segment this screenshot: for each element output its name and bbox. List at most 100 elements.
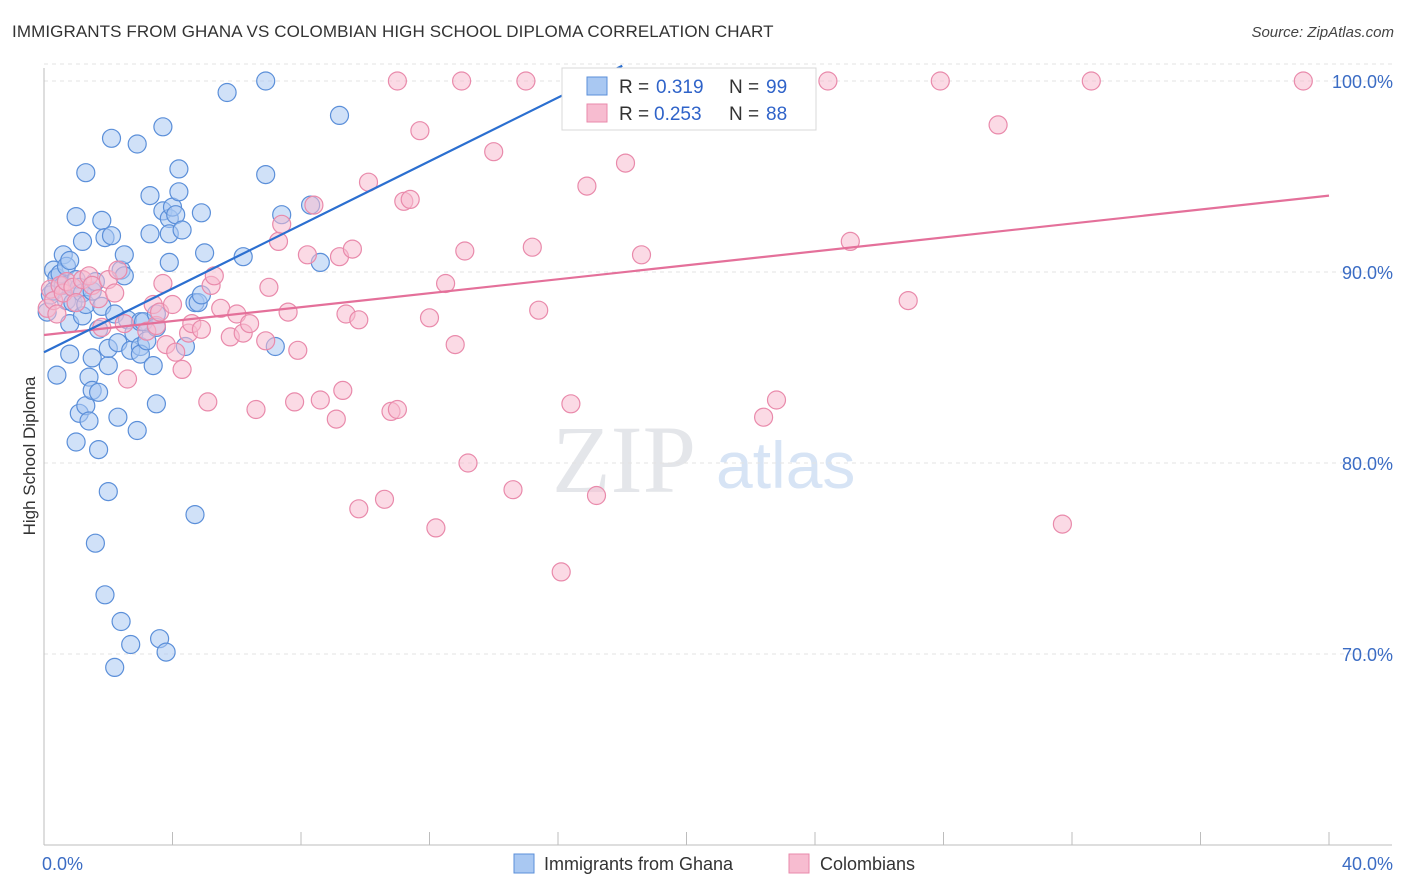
ghana-point <box>60 250 80 271</box>
colombians-point <box>452 71 472 91</box>
watermark-zip: ZIP <box>552 406 696 513</box>
stats-legend: R = 0.319 N = 99 R = 0.253 N = 88 <box>561 67 817 131</box>
chart-source: Source: ZipAtlas.com <box>1251 24 1394 41</box>
stats-legend-r-label-ghana: R = <box>619 77 649 98</box>
ghana-point <box>143 356 163 376</box>
colombians-point <box>631 245 652 265</box>
colombians-point <box>105 283 125 303</box>
colombians-point <box>753 407 774 427</box>
ghana-point <box>127 420 147 441</box>
colombians-point <box>551 562 571 582</box>
ghana-point <box>47 365 67 385</box>
colombians-point <box>108 260 128 280</box>
stats-legend-swatch-ghana <box>586 76 608 96</box>
ghana-point <box>195 243 215 263</box>
colombians-point <box>278 302 298 322</box>
colombians-point <box>204 266 224 286</box>
grid-lines <box>44 63 1392 655</box>
ghana-point <box>108 407 128 427</box>
ghana-point <box>76 163 96 183</box>
ghana-point <box>95 585 115 605</box>
x-tick-label-min: 0.0% <box>42 854 83 874</box>
trend-lines <box>43 64 1330 354</box>
ghana-point <box>121 634 141 655</box>
ghana-point <box>256 165 276 185</box>
colombians-point <box>162 294 183 315</box>
ghana-point <box>217 82 237 103</box>
colombians-point <box>114 314 134 334</box>
colombians-point <box>304 195 324 215</box>
colombians-point <box>529 300 549 320</box>
trend-line-colombians <box>43 194 1330 337</box>
ghana-point <box>169 182 189 202</box>
stats-legend-r-value-colombians: 0.253 <box>654 104 702 125</box>
colombians-point <box>484 142 504 162</box>
x-axis-ticks <box>43 832 1330 845</box>
colombians-point <box>522 237 542 257</box>
stats-legend-n-value-colombians: 88 <box>766 104 787 125</box>
colombians-point <box>349 499 369 519</box>
series-ghana-points <box>37 71 690 678</box>
colombians-point <box>259 277 279 297</box>
colombians-point <box>297 245 317 265</box>
ghana-point <box>92 210 112 230</box>
colombians-point <box>342 239 362 259</box>
ghana-point <box>111 611 131 632</box>
colombians-point <box>930 71 950 91</box>
colombians-point <box>503 480 523 500</box>
ghana-point <box>66 207 86 227</box>
y-tick-label-70: 70.0% <box>1342 645 1393 665</box>
colombians-point <box>561 394 581 414</box>
colombians-point <box>191 319 211 339</box>
ghana-point <box>156 642 176 662</box>
x-tick-label-max: 40.0% <box>1342 854 1393 874</box>
colombians-point <box>310 390 330 410</box>
chart-title: IMMIGRANTS FROM GHANA VS COLOMBIAN HIGH … <box>12 22 774 41</box>
colombians-point <box>117 369 138 389</box>
legend-swatch-ghana <box>513 853 535 874</box>
stats-legend-r-label-colombians: R = <box>619 104 649 125</box>
colombians-point <box>240 314 260 334</box>
y-axis-title: High School Diploma <box>20 376 39 535</box>
colombians-point <box>88 289 109 309</box>
y-tick-label-80: 80.0% <box>1342 454 1393 474</box>
colombians-point <box>387 399 407 420</box>
colombians-point <box>349 310 369 330</box>
ghana-point <box>98 482 118 502</box>
ghana-point <box>88 440 109 460</box>
ghana-point <box>66 432 86 452</box>
colombians-point <box>577 176 597 196</box>
colombians-point <box>285 392 305 412</box>
ghana-point <box>60 344 80 364</box>
ghana-point <box>82 348 102 368</box>
colombians-point <box>615 153 636 173</box>
colombians-point <box>840 231 860 251</box>
ghana-point <box>105 657 125 678</box>
colombians-point <box>288 340 308 360</box>
colombians-point <box>172 359 192 379</box>
bottom-legend: Immigrants from Ghana Colombians <box>513 853 915 874</box>
ghana-point <box>88 382 109 402</box>
colombians-point <box>166 342 186 362</box>
stats-legend-n-label-colombians: N = <box>729 104 759 125</box>
series-colombians-points <box>37 71 1313 582</box>
colombians-point <box>988 115 1008 135</box>
ghana-point <box>191 203 211 223</box>
ghana-point <box>140 224 160 244</box>
colombians-point <box>1081 71 1101 91</box>
colombians-point <box>586 485 607 506</box>
y-tick-label-100: 100.0% <box>1332 72 1393 92</box>
colombians-point <box>455 241 475 261</box>
colombians-point <box>445 335 465 355</box>
colombians-point <box>198 392 218 412</box>
colombians-point <box>818 71 838 91</box>
colombians-point <box>419 308 440 328</box>
trend-line-ghana <box>43 64 623 354</box>
ghana-point <box>153 117 173 137</box>
colombians-point <box>458 453 478 473</box>
ghana-point <box>140 186 160 206</box>
colombians-point <box>410 121 430 141</box>
y-axis-tick-labels: 70.0% 80.0% 90.0% 100.0% <box>1332 72 1393 665</box>
ghana-point <box>146 394 166 414</box>
